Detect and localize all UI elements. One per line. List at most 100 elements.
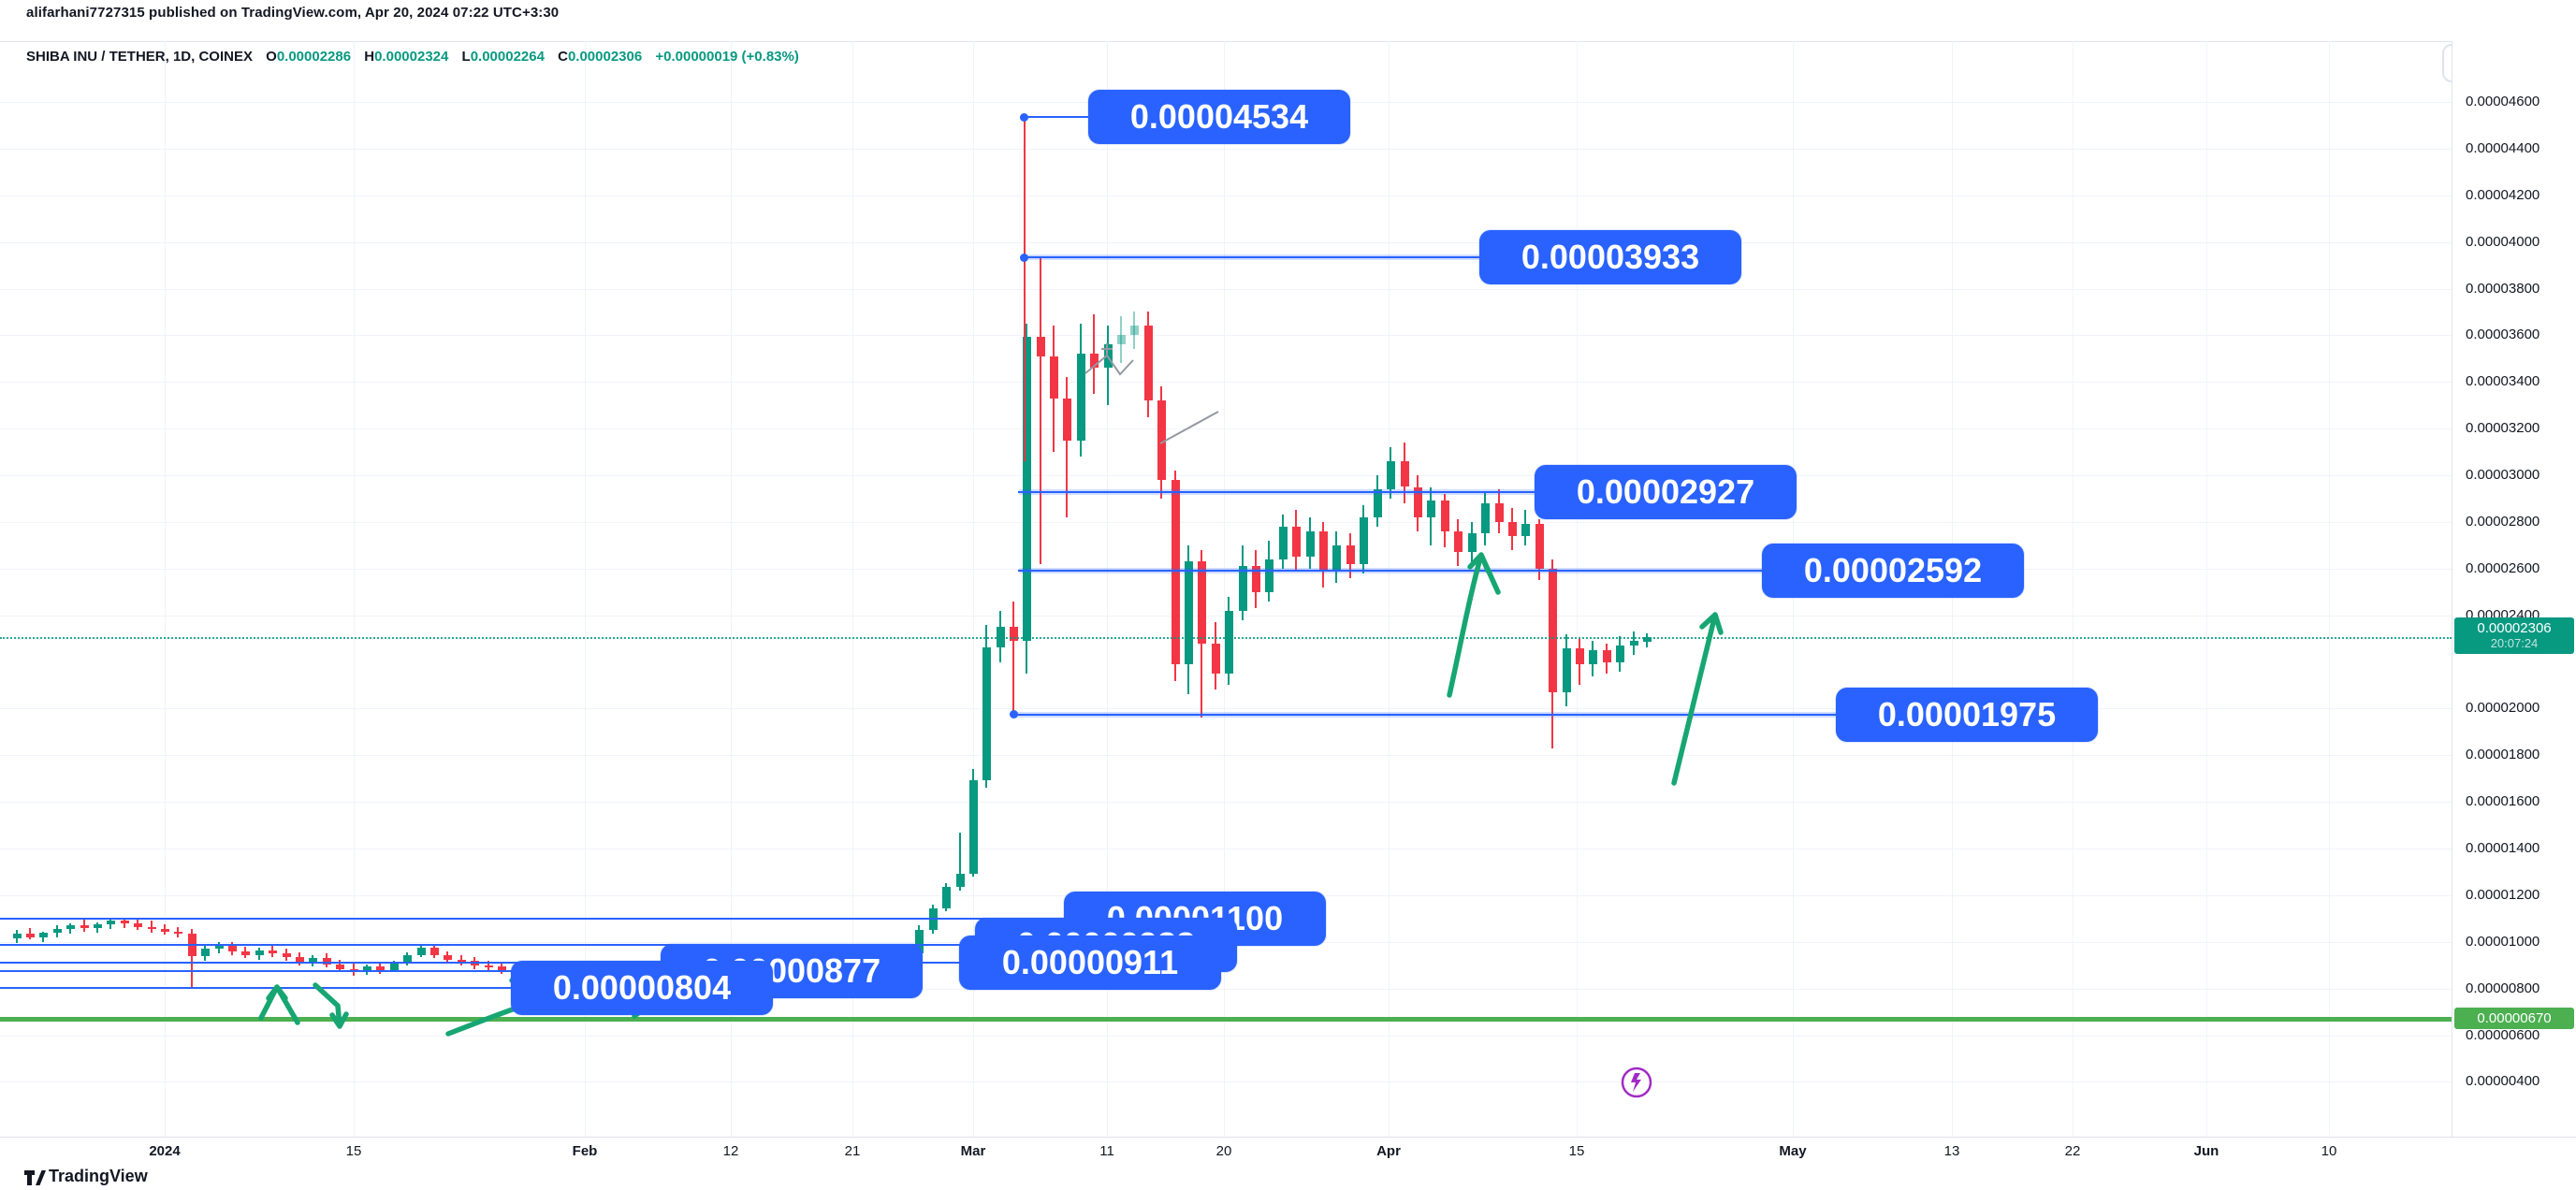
price-tick-label: 0.00001800	[2466, 747, 2540, 763]
candle	[1615, 646, 1624, 662]
candle	[1062, 398, 1071, 441]
price-level-line[interactable]	[1024, 256, 1481, 259]
candle	[214, 945, 224, 950]
candle	[268, 950, 277, 954]
h-gridline	[0, 521, 2452, 523]
v-gridline	[354, 41, 355, 1137]
candle	[1332, 544, 1341, 572]
price-label-callout[interactable]: 0.00000877	[661, 943, 923, 998]
low-value: 0.00002264	[470, 49, 545, 65]
time-axis[interactable]: 2024 15 Feb 12 21 Mar 11 20 Apr 15 May 13 22 Jun 10	[0, 1137, 2576, 1166]
symbol-legend[interactable]: SHIBA INU / TETHER, 1D, COINEX O0.000022…	[26, 49, 799, 65]
time-tick-label: 22	[2064, 1143, 2081, 1159]
price-tick-label: 0.00004600	[2466, 94, 2540, 109]
candle	[429, 948, 439, 955]
v-gridline	[2206, 41, 2207, 1137]
candle	[941, 887, 951, 908]
candle	[1103, 344, 1113, 369]
v-gridline	[731, 41, 732, 1137]
candle	[1642, 637, 1652, 643]
open-value: 0.00002286	[276, 49, 352, 65]
price-level-line[interactable]	[1013, 713, 1838, 716]
candle	[25, 934, 35, 937]
candle	[914, 930, 924, 954]
h-gridline	[0, 988, 2452, 990]
price-level-line[interactable]	[0, 969, 662, 972]
close-label: C	[558, 49, 568, 65]
candle	[1602, 650, 1611, 662]
price-level-line[interactable]	[0, 962, 961, 965]
candle	[362, 966, 371, 973]
flash-idea-icon[interactable]	[1619, 1065, 1654, 1100]
candle-wick	[191, 929, 193, 987]
v-gridline	[1107, 41, 1108, 1137]
candle	[1197, 561, 1206, 644]
bar-countdown: 20:07:24	[2490, 636, 2539, 651]
candle	[227, 945, 237, 951]
v-gridline	[165, 41, 166, 1137]
price-level-line[interactable]	[1024, 116, 1090, 119]
candle	[52, 929, 62, 933]
price-level-line[interactable]	[1018, 569, 1764, 572]
candle	[1548, 568, 1557, 692]
tradingview-logo-icon[interactable]	[23, 1167, 46, 1190]
v-gridline	[1224, 41, 1225, 1137]
chart-canvas[interactable]: 0.00004534 0.00003933 0.00002927 0.00002592…	[0, 41, 2452, 1137]
time-tick-label: 11	[1099, 1143, 1114, 1159]
h-gridline	[0, 802, 2452, 804]
price-label-callout[interactable]: 0.00000911	[959, 936, 1221, 991]
h-gridline	[0, 428, 2452, 430]
price-level-line[interactable]	[0, 943, 977, 946]
footer-bar	[0, 1165, 2576, 1190]
price-label-callout[interactable]: 0.00000804	[511, 960, 773, 1015]
v-gridline	[852, 41, 853, 1137]
price-tick-label: 0.00003000	[2466, 467, 2540, 484]
candle-wick	[1120, 316, 1122, 364]
candle	[1521, 524, 1530, 536]
price-label-callout[interactable]: 0.00003933	[1479, 230, 1741, 285]
price-tick-label: 0.00004400	[2466, 139, 2540, 156]
candle	[1575, 647, 1584, 665]
price-tick-label: 0.00000800	[2466, 980, 2540, 996]
candle	[1278, 526, 1288, 559]
time-tick-label: May	[1779, 1143, 1807, 1159]
price-axis[interactable]: 0.00004600 0.00004400 0.00004200 0.00004000…	[2452, 41, 2576, 1137]
candle	[1116, 335, 1126, 345]
annotation-overlay	[258, 343, 1724, 1037]
candle	[1036, 336, 1045, 356]
current-price-value: 0.00002306	[2477, 620, 2552, 637]
spike-wick	[1024, 117, 1026, 462]
h-gridline	[0, 335, 2452, 337]
price-label-callout[interactable]: 0.00004534	[1088, 90, 1350, 145]
price-label-callout[interactable]: 0.00001975	[1836, 687, 2098, 742]
time-tick-label: Apr	[1376, 1143, 1401, 1159]
price-tick-label: 0.00001400	[2466, 840, 2540, 857]
price-label-callout[interactable]: 0.00002592	[1762, 543, 2024, 598]
price-level-line[interactable]	[0, 917, 1066, 920]
time-tick-label: 20	[1215, 1143, 1232, 1159]
price-tick-label: 0.00002600	[2466, 559, 2540, 576]
price-tick-label: 0.00004200	[2466, 186, 2540, 203]
candle	[335, 964, 344, 969]
tradingview-brand-text[interactable]: TradingView	[49, 1167, 148, 1185]
price-tick-label: 0.00000600	[2466, 1026, 2540, 1043]
price-tick-label: 0.00003400	[2466, 373, 2540, 390]
candle	[12, 934, 22, 939]
candle	[1373, 489, 1382, 517]
candle	[65, 925, 75, 930]
price-tick-label: 0.00002000	[2466, 700, 2540, 717]
candle	[1049, 356, 1058, 399]
price-level-line[interactable]	[1018, 491, 1536, 494]
candle	[255, 950, 264, 955]
candle	[1238, 566, 1247, 611]
candle	[173, 931, 182, 935]
h-gridline	[0, 708, 2452, 710]
price-level-line[interactable]	[0, 986, 513, 989]
line-anchor-dot	[1019, 112, 1028, 122]
green-support-line[interactable]	[0, 1017, 2452, 1023]
price-tick-label: 0.00003800	[2466, 280, 2540, 297]
high-value: 0.00002324	[374, 49, 449, 65]
time-tick-label: 10	[2321, 1143, 2337, 1159]
candle	[1224, 610, 1233, 675]
price-label-callout[interactable]: 0.00002927	[1535, 465, 1797, 520]
